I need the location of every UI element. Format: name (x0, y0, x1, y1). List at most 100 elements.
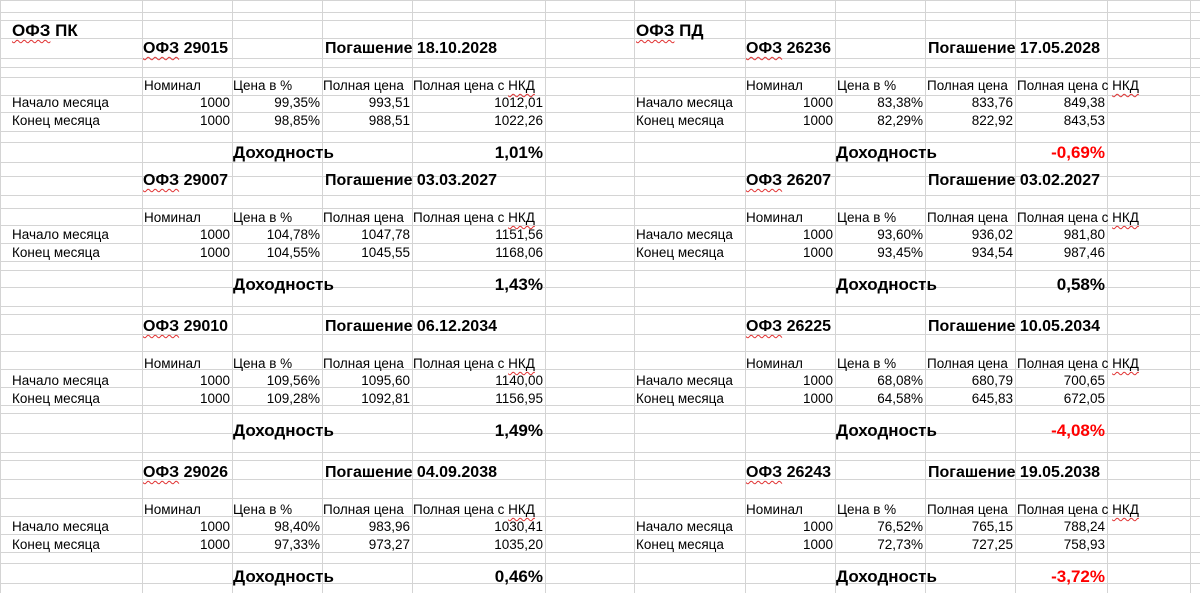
column-header[interactable]: Цена в % (233, 78, 293, 93)
value-cell[interactable]: 765,15 (971, 519, 1013, 534)
value-cell[interactable]: 1156,95 (495, 391, 543, 406)
column-header[interactable]: Номинал (144, 78, 201, 93)
row-label-start[interactable]: Начало месяца (12, 95, 109, 110)
yield-value[interactable]: 0,58% (1056, 275, 1105, 294)
left-section-title[interactable]: ОФЗ ПК (12, 21, 78, 40)
value-cell[interactable]: 981,80 (1063, 227, 1105, 242)
yield-value[interactable]: -3,72% (1051, 567, 1105, 586)
bond-name[interactable]: ОФЗ 29010 (143, 318, 229, 335)
yield-value[interactable]: 1,43% (494, 275, 543, 294)
value-cell[interactable]: 1035,20 (494, 537, 543, 552)
row-label-start[interactable]: Начало месяца (12, 373, 109, 388)
value-cell[interactable]: 833,76 (971, 95, 1013, 110)
row-label-start[interactable]: Начало месяца (636, 519, 733, 534)
row-label-start[interactable]: Начало месяца (12, 227, 109, 242)
value-cell[interactable]: 64,58% (877, 391, 923, 406)
row-label-end[interactable]: Конец месяца (12, 245, 100, 260)
value-cell[interactable]: 993,51 (368, 95, 410, 110)
value-cell[interactable]: 104,78% (266, 227, 320, 242)
column-header[interactable]: Полная цена (927, 502, 1008, 517)
value-cell[interactable]: 973,27 (368, 537, 410, 552)
value-cell[interactable]: 988,51 (368, 113, 410, 128)
value-cell[interactable]: 1000 (802, 373, 833, 388)
value-cell[interactable]: 1030,41 (494, 519, 543, 534)
row-label-start[interactable]: Начало месяца (636, 373, 733, 388)
column-header[interactable]: Номинал (144, 356, 201, 371)
column-header[interactable]: Полная цена с НКД (1017, 210, 1139, 225)
value-cell[interactable]: 672,05 (1063, 391, 1105, 406)
value-cell[interactable]: 1000 (199, 537, 230, 552)
value-cell[interactable]: 109,56% (266, 373, 320, 388)
value-cell[interactable]: 1000 (802, 519, 833, 534)
bond-maturity[interactable]: Погашение 10.05.2034 (928, 318, 1100, 335)
value-cell[interactable]: 1168,06 (495, 245, 543, 260)
column-header[interactable]: Номинал (144, 502, 201, 517)
yield-value[interactable]: 1,49% (494, 421, 543, 440)
value-cell[interactable]: 987,46 (1063, 245, 1105, 260)
column-header[interactable]: Полная цена с НКД (413, 356, 535, 371)
column-header[interactable]: Полная цена (323, 356, 404, 371)
value-cell[interactable]: 843,53 (1063, 113, 1105, 128)
value-cell[interactable]: 98,85% (274, 113, 320, 128)
column-header[interactable]: Полная цена (323, 78, 404, 93)
bond-name[interactable]: ОФЗ 29015 (143, 40, 229, 57)
column-header[interactable]: Полная цена (927, 356, 1008, 371)
column-header[interactable]: Номинал (746, 210, 803, 225)
value-cell[interactable]: 1140,00 (495, 373, 543, 388)
column-header[interactable]: Полная цена с НКД (413, 210, 535, 225)
column-header[interactable]: Цена в % (233, 356, 293, 371)
column-header[interactable]: Номинал (746, 78, 803, 93)
column-header[interactable]: Номинал (746, 502, 803, 517)
value-cell[interactable]: 1092,81 (361, 391, 410, 406)
column-header[interactable]: Цена в % (233, 210, 293, 225)
column-header[interactable]: Полная цена (927, 78, 1008, 93)
value-cell[interactable]: 1012,01 (494, 95, 543, 110)
yield-label[interactable]: Доходность (836, 275, 937, 294)
value-cell[interactable]: 1000 (199, 227, 230, 242)
column-header[interactable]: Полная цена с НКД (413, 78, 535, 93)
yield-label[interactable]: Доходность (836, 567, 937, 586)
bond-maturity[interactable]: Погашение 04.09.2038 (325, 464, 497, 481)
yield-label[interactable]: Доходность (836, 421, 937, 440)
row-label-end[interactable]: Конец месяца (636, 391, 724, 406)
yield-label[interactable]: Доходность (233, 275, 334, 294)
row-label-start[interactable]: Начало месяца (636, 95, 733, 110)
yield-value[interactable]: -4,08% (1051, 421, 1105, 440)
bond-maturity[interactable]: Погашение 03.03.2027 (325, 172, 497, 189)
value-cell[interactable]: 1000 (802, 391, 833, 406)
bond-maturity[interactable]: Погашение 18.10.2028 (325, 40, 497, 57)
column-header[interactable]: Полная цена (927, 210, 1008, 225)
row-label-end[interactable]: Конец месяца (636, 537, 724, 552)
column-header[interactable]: Цена в % (233, 502, 293, 517)
value-cell[interactable]: 1000 (199, 95, 230, 110)
value-cell[interactable]: 1000 (802, 113, 833, 128)
value-cell[interactable]: 758,93 (1063, 537, 1105, 552)
row-label-end[interactable]: Конец месяца (636, 113, 724, 128)
column-header[interactable]: Цена в % (837, 502, 897, 517)
bond-maturity[interactable]: Погашение 19.05.2038 (928, 464, 1100, 481)
value-cell[interactable]: 1022,26 (494, 113, 543, 128)
row-label-end[interactable]: Конец месяца (12, 113, 100, 128)
bond-name[interactable]: ОФЗ 26207 (746, 172, 832, 189)
column-header[interactable]: Полная цена (323, 210, 404, 225)
yield-label[interactable]: Доходность (233, 143, 334, 162)
value-cell[interactable]: 83,38% (877, 95, 923, 110)
bond-maturity[interactable]: Погашение 03.02.2027 (928, 172, 1100, 189)
value-cell[interactable]: 1047,78 (361, 227, 410, 242)
column-header[interactable]: Полная цена с НКД (1017, 356, 1139, 371)
value-cell[interactable]: 1000 (802, 245, 833, 260)
value-cell[interactable]: 680,79 (971, 373, 1013, 388)
value-cell[interactable]: 1000 (802, 227, 833, 242)
column-header[interactable]: Полная цена (323, 502, 404, 517)
yield-label[interactable]: Доходность (836, 143, 937, 162)
column-header[interactable]: Номинал (144, 210, 201, 225)
value-cell[interactable]: 849,38 (1063, 95, 1105, 110)
value-cell[interactable]: 76,52% (877, 519, 923, 534)
right-section-title[interactable]: ОФЗ ПД (636, 21, 704, 40)
value-cell[interactable]: 936,02 (971, 227, 1013, 242)
value-cell[interactable]: 82,29% (877, 113, 923, 128)
value-cell[interactable]: 983,96 (368, 519, 410, 534)
row-label-end[interactable]: Конец месяца (12, 391, 100, 406)
column-header[interactable]: Цена в % (837, 78, 897, 93)
value-cell[interactable]: 93,60% (877, 227, 923, 242)
